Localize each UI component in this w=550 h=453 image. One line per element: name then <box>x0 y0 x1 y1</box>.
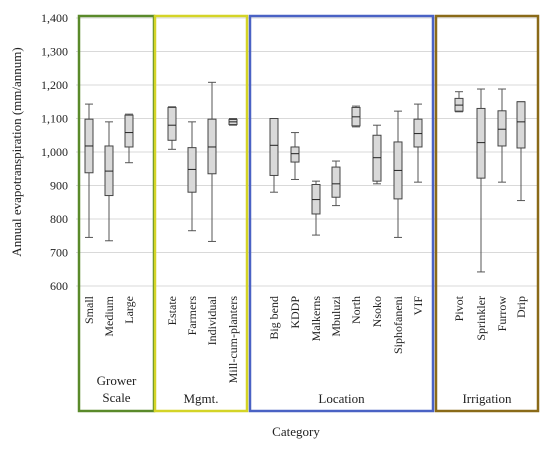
x-tick-label: Mill-cum-planters <box>226 296 240 384</box>
y-tick-label: 700 <box>50 246 68 260</box>
box-iqr <box>187 147 197 193</box>
box-iqr <box>372 134 382 182</box>
x-tick-label: Medium <box>102 295 116 336</box>
y-tick-label: 1,300 <box>41 45 68 59</box>
box <box>104 121 114 242</box>
grid-lines <box>76 17 538 287</box>
group-names: Grower Scale Mgmt. Location Irrigation <box>97 373 512 406</box>
box <box>516 101 526 202</box>
x-tick-label: Mbuluzi <box>329 295 343 336</box>
box <box>228 118 238 126</box>
group-frame <box>434 14 540 413</box>
box <box>497 88 507 183</box>
x-tick-label: Farmers <box>185 296 199 336</box>
box-iqr <box>331 166 341 198</box>
box-iqr <box>516 101 526 149</box>
y-tick-label: 1,200 <box>41 78 68 92</box>
group-frames <box>77 14 540 413</box>
box <box>290 132 300 180</box>
x-tick-label: KDDP <box>288 296 302 329</box>
x-tick-label: Small <box>82 295 96 324</box>
group-name: Scale <box>102 390 130 405</box>
y-tick-labels: 600 700 800 900 1,000 1,100 1,200 1,300 1,400 <box>41 11 68 293</box>
group-frame <box>248 14 435 413</box>
box-iqr <box>207 118 217 175</box>
box-iqr <box>413 118 423 148</box>
y-tick-label: 1,100 <box>41 112 68 126</box>
y-tick-label: 800 <box>50 212 68 226</box>
box <box>167 106 177 150</box>
x-tick-label: Estate <box>165 296 179 325</box>
y-tick-label: 600 <box>50 279 68 293</box>
box-iqr <box>290 146 300 163</box>
box <box>84 103 94 238</box>
box <box>476 88 486 273</box>
box <box>207 81 217 242</box>
y-tick-label: 900 <box>50 179 68 193</box>
box <box>413 103 423 183</box>
box-iqr <box>497 110 507 147</box>
x-axis-label: Category <box>272 424 320 439</box>
x-tick-label: Large <box>122 296 136 324</box>
x-tick-label: VIF <box>411 296 425 316</box>
x-tick-label: Malkerns <box>309 296 323 342</box>
x-tick-label: Big bend <box>267 296 281 340</box>
box <box>124 113 134 164</box>
box <box>311 180 321 236</box>
x-tick-label: Nsoko <box>370 296 384 327</box>
box <box>269 118 279 193</box>
box-iqr <box>476 107 486 179</box>
x-tick-labels: Small Medium Large Estate Farmers Individual M… <box>82 295 528 383</box>
y-axis-label: Annual evapotranspiration (mm/annum) <box>9 47 24 256</box>
box-iqr <box>167 106 177 141</box>
group-frame <box>153 14 249 413</box>
y-tick-label: 1,400 <box>41 11 68 25</box>
x-tick-label: North <box>349 296 363 324</box>
group-name: Mgmt. <box>183 391 218 406</box>
x-tick-label: Pivot <box>452 295 466 321</box>
group-name: Irrigation <box>462 391 512 406</box>
y-tick-label: 1,000 <box>41 145 68 159</box>
box <box>372 124 382 185</box>
box-iqr <box>269 118 279 176</box>
x-tick-label: Siphofaneni <box>391 295 405 354</box>
box <box>331 160 341 207</box>
x-tick-label: Sprinkler <box>474 296 488 341</box>
box-iqr <box>124 114 134 148</box>
x-tick-label: Furrow <box>495 296 509 332</box>
box <box>351 105 361 128</box>
group-frame <box>77 14 156 413</box>
group-name: Location <box>318 391 365 406</box>
group-name: Grower <box>97 373 137 388</box>
box <box>187 121 197 232</box>
box <box>393 110 403 238</box>
x-tick-label: Drip <box>514 296 528 318</box>
box <box>454 91 464 113</box>
boxes <box>84 81 526 273</box>
x-tick-label: Individual <box>205 295 219 345</box>
